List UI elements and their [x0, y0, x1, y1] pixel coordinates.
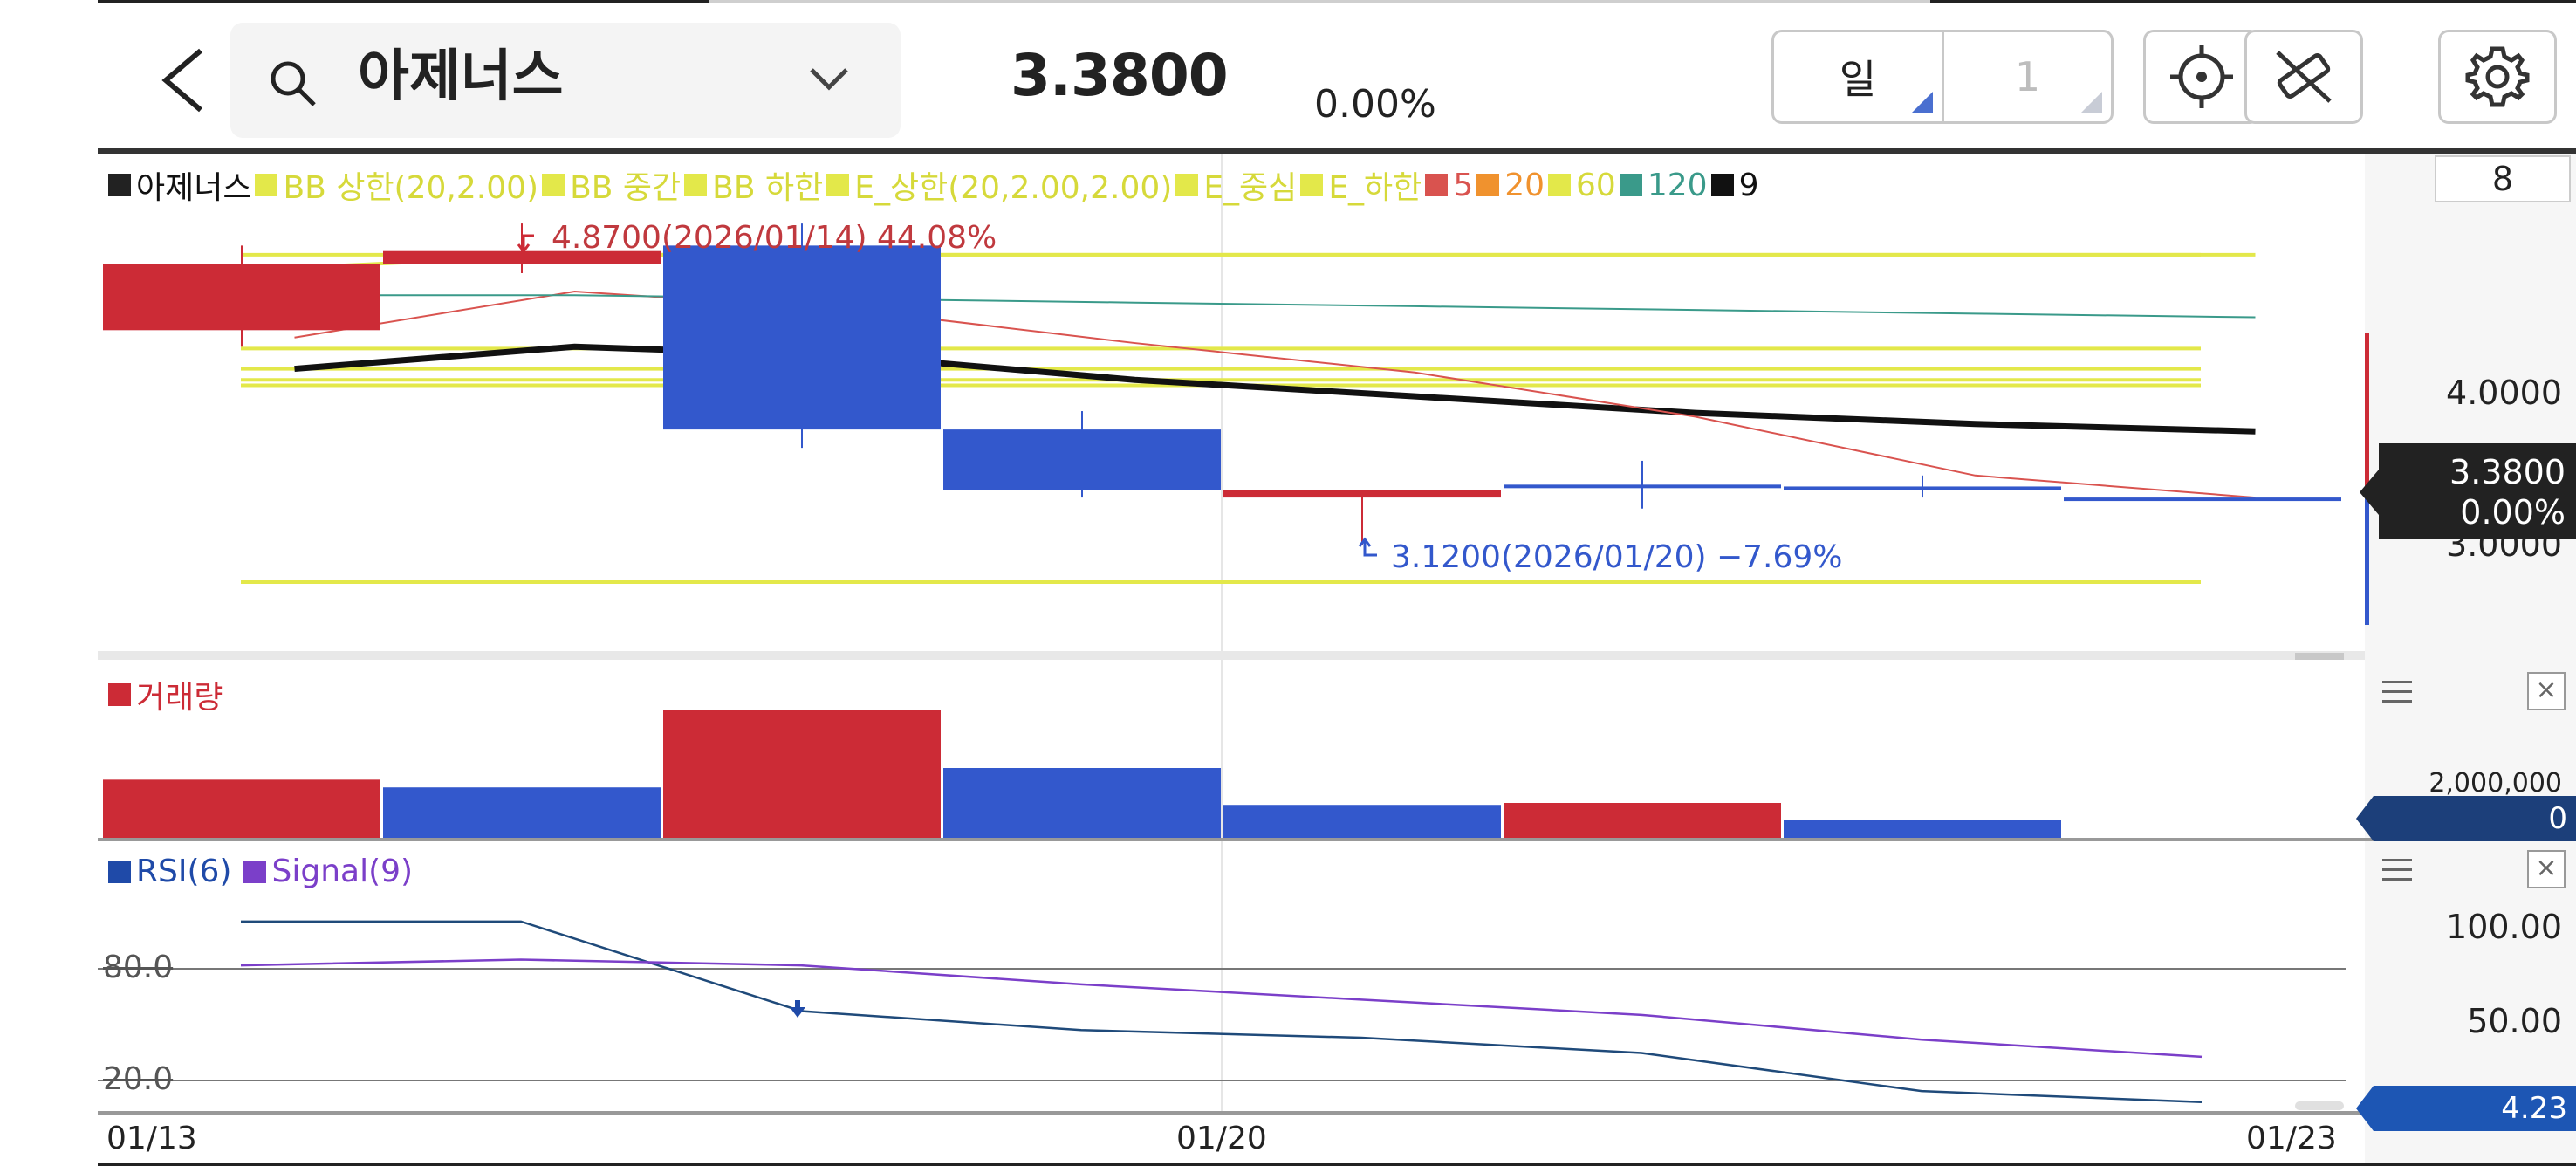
drawing-off-icon: [2276, 51, 2332, 103]
header: 아제너스 3.3800 0.00% 일 1: [0, 3, 2576, 150]
price-change-percent: 0.00%: [1314, 82, 1436, 127]
price-legend: 아제너스 BB 상한(20,2.00) BB 중간 BB 하한 E_상한(20,2.00…: [108, 162, 1762, 208]
price-range-up-bar: [2365, 333, 2369, 489]
legend-item: BB 중간: [542, 162, 681, 208]
arrow-up-icon: [1358, 537, 1372, 547]
volume-current-tag: 0: [2356, 796, 2576, 841]
back-button[interactable]: [148, 38, 218, 122]
dropdown-triangle-icon: [1912, 92, 1933, 113]
crosshair-button[interactable]: [2143, 30, 2260, 124]
legend-item: E_상한(20,2.00,2.00): [826, 162, 1172, 208]
price-chart: [103, 223, 2341, 585]
stock-search-box[interactable]: 아제너스: [230, 23, 901, 138]
rsi-signal-marker-icon: [790, 1000, 805, 1018]
low-marker-icon: [1363, 541, 1377, 557]
legend-item-volume: 거래량: [108, 672, 223, 717]
gear-icon: [2465, 46, 2530, 107]
legend-item: 20: [1476, 168, 1545, 203]
current-price-tag: 3.3800 0.00%: [2360, 443, 2576, 539]
candle-body: [1223, 490, 1501, 498]
chevron-left-icon: [161, 48, 202, 113]
close-icon[interactable]: ×: [2527, 672, 2566, 710]
legend-item: 120: [1619, 168, 1708, 203]
candle-body: [383, 250, 661, 264]
candle-body: [1504, 484, 1781, 489]
candle-body: [943, 429, 1221, 490]
panel-separator: [98, 651, 2365, 660]
rsi-line-Signal(9): [240, 958, 2203, 1059]
high-marker-icon: [522, 234, 534, 250]
low-price-annotation: 3.1200(2026/01/20) −7.69%: [1391, 539, 1843, 575]
rsi-tick: 50.00: [2467, 1002, 2562, 1040]
current-price: 3.3800: [1011, 42, 1229, 109]
volume-tick: 2,000,000: [2429, 768, 2562, 799]
header-divider: [98, 148, 2576, 154]
crosshair-icon: [2170, 45, 2233, 108]
legend-item: 아제너스: [108, 162, 251, 208]
visible-candle-count[interactable]: 8: [2435, 155, 2571, 202]
volume-bar: [1784, 820, 2061, 838]
legend-item-signal: Signal(9): [243, 854, 413, 889]
rsi-level-20: 20.0: [103, 1061, 174, 1097]
legend-item: 5: [1425, 168, 1473, 203]
high-price-annotation: 4.8700(2026/01/14) 44.08%: [552, 220, 997, 256]
price-tick: 4.0000: [2446, 374, 2562, 412]
current-price-value: 3.3800: [2449, 453, 2566, 491]
candle-body: [103, 264, 380, 331]
volume-bar: [1223, 805, 1501, 838]
volume-bar: [383, 787, 661, 838]
candle-body: [2064, 497, 2341, 502]
settings-button[interactable]: [2438, 30, 2557, 124]
ma-line-9: [294, 343, 2256, 435]
legend-item: E_중심: [1175, 162, 1297, 208]
rsi-line-RSI(6): [241, 920, 2203, 1104]
ma-line-5: [294, 291, 2256, 499]
period-selector[interactable]: 일: [1771, 30, 1944, 124]
volume-chart: [103, 710, 2061, 838]
chevron-down-icon[interactable]: [808, 65, 850, 94]
menu-icon[interactable]: [2382, 859, 2412, 881]
top-border-highlight: [709, 0, 1930, 3]
volume-bar: [103, 779, 380, 838]
period-label: 일: [1839, 56, 1877, 103]
rsi-legend: RSI(6) Signal(9): [108, 854, 425, 889]
scroll-indicator[interactable]: [2295, 1101, 2344, 1110]
drawing-tools-off-button[interactable]: [2244, 30, 2363, 124]
price-range-down-bar: [2365, 489, 2369, 625]
candle-body: [663, 245, 941, 430]
ma-line-120: [294, 294, 2256, 319]
x-axis-label: 01/13: [106, 1121, 197, 1156]
scroll-indicator[interactable]: [2295, 653, 2344, 660]
current-change-value: 0.00%: [2460, 493, 2566, 532]
period-count-selector[interactable]: 1: [1944, 30, 2114, 124]
volume-legend: 거래량: [108, 672, 235, 717]
menu-icon[interactable]: [2382, 681, 2412, 703]
arrow-down-icon: [517, 243, 531, 254]
search-icon: [271, 61, 316, 106]
rsi-tick: 100.00: [2446, 908, 2562, 946]
legend-item-rsi: RSI(6): [108, 854, 231, 889]
rsi-level-80: 80.0: [103, 950, 174, 985]
x-axis-label: 01/23: [2246, 1121, 2337, 1156]
legend-item: BB 하한: [684, 162, 823, 208]
legend-item: 9: [1710, 168, 1758, 203]
volume-bar: [1504, 803, 1781, 838]
rsi-current-tag: 4.23: [2356, 1086, 2576, 1131]
price-axis-panel: [2365, 154, 2576, 1166]
legend-item: 60: [1548, 168, 1616, 203]
x-axis-label: 01/20: [1176, 1121, 1267, 1156]
volume-bar: [943, 768, 1221, 838]
period-count: 1: [2014, 53, 2041, 100]
close-icon[interactable]: ×: [2527, 850, 2566, 888]
stock-name: 아제너스: [358, 45, 564, 109]
legend-item: E_하한: [1300, 162, 1422, 208]
legend-item: BB 상한(20,2.00): [255, 162, 538, 208]
dropdown-triangle-icon: [2081, 92, 2102, 113]
candle-body: [1784, 486, 2061, 490]
rsi-chart: [98, 920, 2346, 1104]
volume-bar: [663, 710, 941, 838]
